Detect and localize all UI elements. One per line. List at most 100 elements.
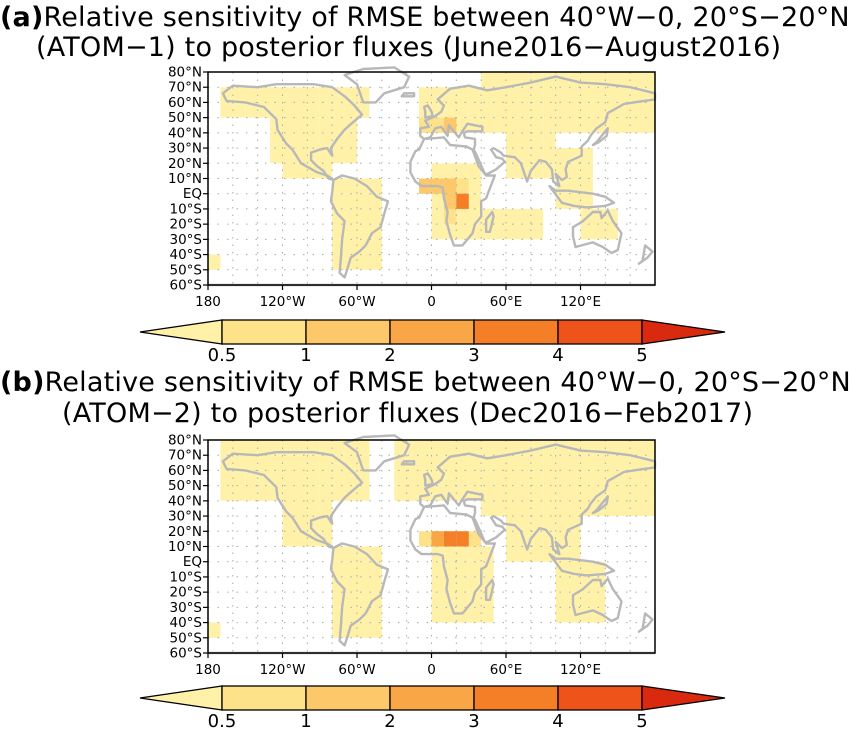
- panel-b-sensitivity-cell: [568, 440, 581, 456]
- panel-a-sensitivity-cell: [630, 72, 643, 88]
- panel-b-sensitivity-cell: [208, 622, 221, 638]
- panel-a-sensitivity-cell: [518, 102, 531, 118]
- panel-b-sensitivity-cell: [481, 470, 494, 486]
- panel-a-sensitivity-cell: [630, 117, 643, 133]
- panel-a-sensitivity-cell: [332, 87, 345, 103]
- panel-b-sensitivity-cell: [294, 485, 308, 501]
- panel-b-sensitivity-cell: [307, 455, 320, 471]
- panel-a-colorbar-segment: [557, 319, 643, 345]
- panel-b-sensitivity-cell: [294, 455, 308, 471]
- panel-b-sensitivity-cell: [630, 470, 643, 486]
- panel-a-sensitivity-cell: [332, 178, 345, 194]
- panel-b-lat-label: 30°S: [170, 600, 203, 616]
- panel-b-sensitivity-cell: [406, 485, 420, 501]
- panel-b-lat-label: 30°N: [168, 509, 202, 525]
- panel-b-sensitivity-cell: [493, 470, 506, 486]
- panel-a-sensitivity-cell: [580, 72, 593, 88]
- panel-a-sensitivity-cell: [270, 132, 283, 149]
- panel-b-sensitivity-cell: [493, 455, 506, 471]
- panel-b-sensitivity-cell: [468, 561, 482, 577]
- panel-b-sensitivity-cell: [220, 440, 233, 456]
- panel-b-colorbar-label: 0.5: [208, 711, 237, 732]
- panel-a-sensitivity-cell: [543, 72, 556, 88]
- panel-b-sensitivity-cell: [257, 440, 271, 456]
- panel-b-sensitivity-cell: [642, 470, 655, 486]
- panel-a-sensitivity-cell: [580, 117, 593, 133]
- panel-b-sensitivity-cell: [543, 485, 556, 501]
- panel-a-colorbar-label: 1: [300, 345, 311, 366]
- panel-a-sensitivity-cell: [443, 193, 457, 209]
- panel-b-sensitivity-cell: [220, 485, 233, 501]
- panel-b-lat-label: 20°N: [168, 524, 202, 540]
- panel-b-sensitivity-cell: [481, 440, 494, 456]
- panel-a-lat-label: 50°N: [168, 110, 202, 126]
- panel-b-sensitivity-cell: [456, 592, 469, 608]
- panel-b-sensitivity-cell: [568, 576, 581, 593]
- panel-b-sensitivity-cell: [555, 516, 569, 532]
- panel-b-lat-label: 40°N: [168, 493, 202, 509]
- panel-a-sensitivity-cell: [357, 254, 370, 270]
- panel-a-sensitivity-cell: [282, 117, 295, 133]
- panel-b-sensitivity-cell: [580, 455, 593, 471]
- panel-b-sensitivity-cell: [245, 440, 258, 456]
- panel-a-sensitivity-cell: [332, 102, 345, 118]
- panel-a-sensitivity-cell: [506, 87, 519, 103]
- panel-b-sensitivity-cell: [555, 576, 569, 593]
- panel-b-sensitivity-cell: [506, 470, 519, 486]
- panel-b-sensitivity-cell: [506, 455, 519, 471]
- panel-a-sensitivity-cell: [344, 148, 357, 164]
- panel-a-sensitivity-cells: [208, 72, 655, 270]
- panel-a-sensitivity-cell: [319, 117, 333, 133]
- panel-b-sensitivity-cell: [530, 500, 544, 517]
- panel-b-sensitivity-cell: [592, 455, 606, 471]
- panel-a-sensitivity-cell: [530, 117, 544, 133]
- panel-a-sensitivity-cell: [568, 87, 581, 103]
- panel-b-sensitivity-cell: [456, 485, 469, 501]
- panel-a-lat-label: 70°N: [168, 80, 202, 96]
- panel-a-colorbar-label: 4: [552, 345, 563, 366]
- panel-a-sensitivity-cell: [332, 132, 345, 149]
- panel-b-title-line1: Relative sensitivity of RMSE between 40°…: [44, 367, 850, 398]
- panel-b-sensitivity-cell: [605, 500, 618, 517]
- panel-a-sensitivity-cell: [468, 208, 482, 225]
- panel-a-lat-label: 30°S: [170, 232, 203, 248]
- panel-a-sensitivity-cell: [456, 163, 469, 179]
- panel-b-sensitivity-cell: [232, 470, 246, 486]
- panel-b-sensitivity-cell: [307, 500, 320, 517]
- panel-a-sensitivity-cell: [568, 163, 581, 179]
- panel-a-lat-label: 40°N: [168, 125, 202, 141]
- panel-b-sensitivity-cell: [530, 455, 544, 471]
- panel-b-sensitivity-cell: [344, 561, 357, 577]
- panel-b-letter: (b): [0, 367, 45, 398]
- panel-b-sensitivity-cell: [468, 440, 482, 456]
- panel-b-sensitivity-cell: [481, 485, 494, 501]
- panel-a-lon-label: 60°W: [338, 294, 375, 309]
- panel-a-sensitivity-cell: [468, 193, 482, 209]
- panel-b-sensitivity-cell: [369, 546, 382, 562]
- panel-b-sensitivity-cell: [344, 576, 357, 593]
- panel-b-sensitivity-cell: [257, 455, 271, 471]
- panel-a-sensitivity-cell: [506, 208, 519, 225]
- panel-b-sensitivity-cell: [518, 485, 531, 501]
- panel-b-sensitivity-cell: [468, 470, 482, 486]
- panel-b-colorbar-segment: [389, 685, 475, 711]
- panel-a-sensitivity-cell: [270, 87, 283, 103]
- panel-b-sensitivity-cell: [481, 500, 494, 517]
- panel-a-title-line2: (ATOM−1) to posterior fluxes (June2016−A…: [36, 32, 782, 63]
- panel-a-sensitivity-cell: [580, 148, 593, 164]
- panel-b-sensitivity-cell: [431, 576, 444, 593]
- panel-b-sensitivity-cell: [394, 440, 407, 456]
- panel-b-sensitivity-cell: [580, 592, 593, 608]
- panel-a-sensitivity-cell: [319, 87, 333, 103]
- panel-b-lat-label: EQ: [183, 554, 202, 570]
- panel-b-sensitivity-cell: [443, 546, 457, 562]
- panel-a-sensitivity-cell: [617, 117, 631, 133]
- panel-a-sensitivity-cell: [232, 87, 246, 103]
- panel-a-lon-label: 120°E: [560, 294, 601, 309]
- panel-a-sensitivity-cell: [580, 102, 593, 118]
- panel-a-sensitivity-cell: [592, 102, 606, 118]
- panel-b-sensitivity-cell: [493, 485, 506, 501]
- panel-b-sensitivity-cell: [357, 485, 370, 501]
- panel-b-sensitivity-cell: [282, 531, 295, 547]
- panel-b-colorbar-extend-high: [641, 685, 726, 711]
